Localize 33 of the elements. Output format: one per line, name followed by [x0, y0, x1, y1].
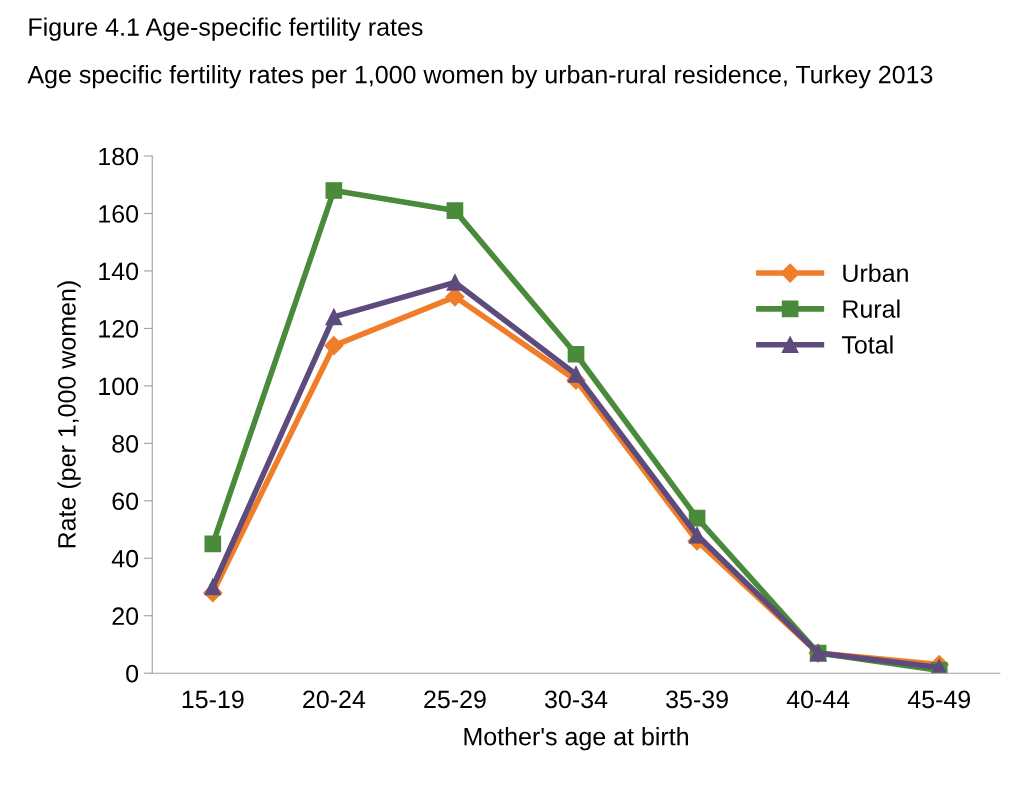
x-tick-label: 15-19 [182, 690, 244, 709]
x-tick-label: 25-29 [424, 690, 486, 709]
y-tick-label: 20 [112, 607, 139, 626]
point [446, 274, 464, 291]
y-tick-label: 60 [112, 492, 139, 511]
point [324, 336, 344, 356]
point [325, 182, 343, 199]
x-tick-label: 45-49 [907, 690, 971, 709]
point [567, 366, 585, 383]
chart-subtitle: Age specific fertility rates per 1,000 women by urban-rural residence, Turkey 2013 [27, 65, 933, 89]
y-tick-label: 0 [126, 664, 139, 683]
point [567, 345, 585, 363]
x-tick-label: 30-34 [545, 690, 608, 709]
point [204, 578, 222, 596]
y-tick-label: 80 [112, 434, 139, 453]
chart-title: Figure 4.1 Age-specific fertility rates [29, 17, 423, 41]
x-tick-label: 35-39 [666, 690, 728, 709]
x-tick-label: 40-44 [786, 690, 850, 709]
legend-label: Urban [843, 263, 908, 283]
y-tick-label: 120 [99, 320, 139, 338]
y-tick-label: 160 [99, 205, 139, 223]
point [446, 202, 464, 219]
y-tick-label: 180 [99, 147, 139, 166]
point [204, 535, 222, 553]
legend-label: Total [841, 335, 893, 354]
y-tick-label: 140 [99, 262, 139, 281]
y-tick-label: 100 [99, 377, 139, 396]
x-axis-title: Mother's age at birth [464, 727, 688, 751]
y-axis-title: Rate (per 1,000 women) [57, 281, 81, 548]
x-tick-label: 20-24 [303, 690, 366, 709]
y-tick-label: 40 [111, 549, 139, 568]
legend-label: Rural [843, 299, 900, 318]
point [325, 308, 343, 326]
